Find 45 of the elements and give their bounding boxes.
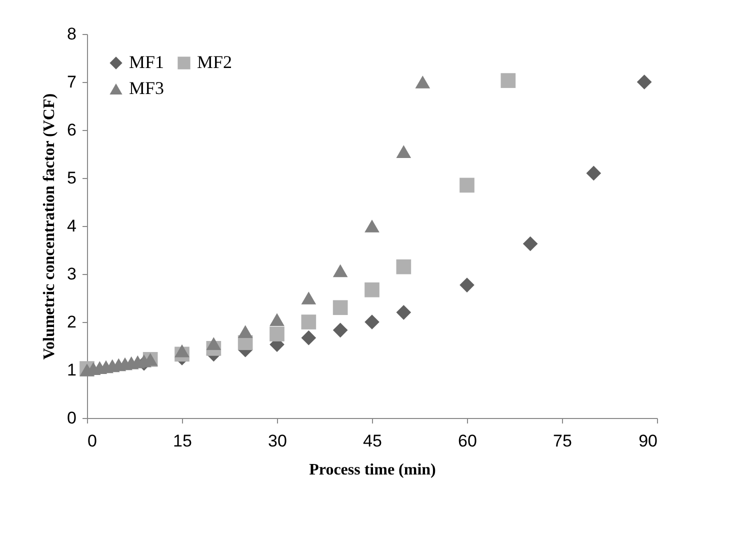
point bbox=[332, 264, 348, 278]
y-tick-label: 0 bbox=[67, 408, 76, 428]
point bbox=[332, 322, 348, 338]
point bbox=[270, 326, 284, 342]
point bbox=[174, 344, 190, 358]
y-tick-label: 1 bbox=[67, 360, 76, 380]
point bbox=[415, 76, 430, 88]
point bbox=[500, 73, 516, 88]
point bbox=[301, 330, 316, 346]
point bbox=[586, 166, 602, 181]
x-tick-label: 60 bbox=[458, 432, 477, 450]
legend-label: MF2 bbox=[197, 52, 232, 72]
y-tick-label: 8 bbox=[67, 24, 76, 44]
x-tick-label: 90 bbox=[638, 432, 658, 450]
point bbox=[364, 220, 380, 232]
x-axis-title: Process time (min) bbox=[309, 462, 436, 478]
point bbox=[460, 178, 474, 193]
legend-label: MF1 bbox=[129, 52, 164, 72]
x-tick-label: 75 bbox=[553, 432, 572, 450]
x-tick-label: 45 bbox=[363, 432, 382, 450]
legend-label: MF3 bbox=[129, 78, 164, 98]
point bbox=[396, 304, 412, 320]
y-axis-title: Volumetric concentration factor (VCF) bbox=[41, 93, 58, 360]
point bbox=[238, 325, 253, 338]
point bbox=[301, 292, 316, 304]
y-tick-label: 4 bbox=[67, 216, 76, 236]
x-tick-label: 30 bbox=[268, 432, 287, 450]
y-tick-label: 7 bbox=[67, 72, 76, 92]
point bbox=[270, 313, 284, 326]
y-tick-label: 6 bbox=[67, 120, 76, 140]
x-tick-label: 0 bbox=[88, 432, 97, 450]
point bbox=[460, 278, 474, 292]
point bbox=[206, 337, 222, 350]
point bbox=[364, 314, 380, 330]
point bbox=[396, 145, 412, 158]
point bbox=[301, 314, 316, 330]
point bbox=[332, 300, 348, 316]
x-tick-label: 15 bbox=[173, 432, 192, 450]
y-tick-label: 2 bbox=[67, 312, 76, 332]
y-tick-label: 3 bbox=[67, 264, 76, 284]
point bbox=[636, 74, 652, 90]
y-tick-label: 5 bbox=[67, 168, 76, 188]
point bbox=[364, 282, 380, 298]
point bbox=[522, 236, 538, 252]
point bbox=[396, 259, 412, 274]
